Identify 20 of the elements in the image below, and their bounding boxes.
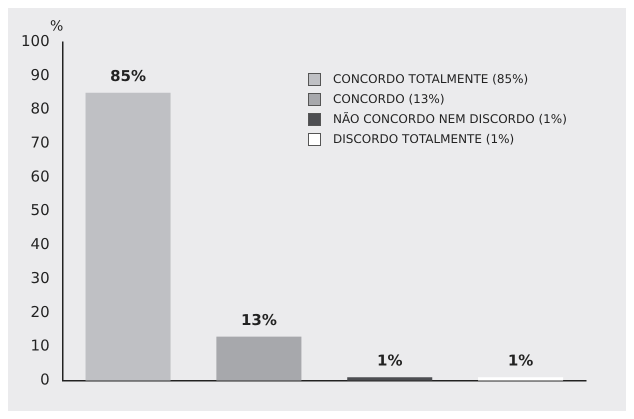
- data-label: 1%: [508, 352, 534, 370]
- y-axis-title: %: [50, 18, 64, 35]
- legend-label: NÃO CONCORDO NEM DISCORDO (1%): [333, 112, 567, 126]
- y-tick-label: 100: [20, 32, 50, 50]
- y-tick-label: 50: [30, 201, 50, 220]
- y-tick-label: 0: [40, 370, 50, 388]
- y-tick-label: 30: [30, 268, 50, 287]
- data-label: 1%: [377, 352, 402, 370]
- y-tick-label: 40: [30, 235, 50, 254]
- y-tick-label: 20: [30, 302, 50, 321]
- legend-label: DISCORDO TOTALMENTE (1%): [333, 132, 514, 146]
- data-label: 85%: [110, 67, 146, 86]
- y-tick-label: 80: [30, 100, 50, 118]
- y-tick-label: 70: [30, 133, 50, 152]
- y-tick-label: 60: [30, 167, 50, 186]
- legend-label: CONCORDO TOTALMENTE (85%): [333, 72, 528, 86]
- y-tick-label: 90: [30, 66, 50, 84]
- data-label: 13%: [240, 310, 277, 329]
- legend-label: CONCORDO (13%): [333, 92, 444, 106]
- y-tick-label: 10: [30, 336, 50, 355]
